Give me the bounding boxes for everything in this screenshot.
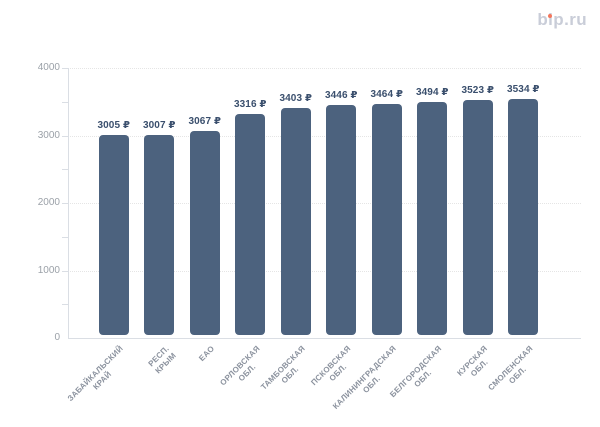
x-axis-category-label: ТАМБОВСКАЯ ОБЛ. xyxy=(259,344,308,392)
bip-logo[interactable]: bip.ru xyxy=(537,10,587,30)
y-axis-tick-label: 4000 xyxy=(37,62,60,73)
bar-value-label: 3464 ₽ xyxy=(370,89,404,100)
bar-slot: 3005 ₽ xyxy=(91,68,137,335)
bar-value-label: 3534 ₽ xyxy=(506,84,540,95)
gridline xyxy=(68,270,581,272)
bar[interactable] xyxy=(508,99,539,335)
bar[interactable] xyxy=(189,131,220,335)
bar[interactable] xyxy=(462,100,493,335)
x-axis-labels: ЗАБАЙКАЛЬСКИЙ КРАЙ РЕСП. КРЫМ ЕАО ОРЛОВСКАЯ… xyxy=(66,338,581,427)
bar-value-label: 3007 ₽ xyxy=(142,120,176,131)
axis-tick xyxy=(62,68,68,69)
bar[interactable] xyxy=(280,108,311,335)
x-axis-category-label: ЗАБАЙКАЛЬСКИЙ КРАЙ xyxy=(66,344,126,404)
bar-value-label: 3316 ₽ xyxy=(233,99,267,110)
gridline xyxy=(68,203,581,204)
bar-slot: 3403 ₽ xyxy=(273,68,319,335)
bar-slot: 3464 ₽ xyxy=(364,68,410,335)
bar-value-label: 3523 ₽ xyxy=(461,85,495,96)
bar-value-label: 3005 ₽ xyxy=(97,120,131,131)
logo-i-dot xyxy=(547,13,552,18)
bar-slot: 3446 ₽ xyxy=(319,68,365,335)
bar-value-label: 3494 ₽ xyxy=(415,87,449,98)
bar-value-label: 3067 ₽ xyxy=(188,116,222,127)
bar-slot: 3494 ₽ xyxy=(410,68,456,335)
y-axis-tick-label: 2000 xyxy=(37,197,60,208)
axis-tick xyxy=(62,304,68,306)
bar[interactable] xyxy=(371,104,402,335)
axis-tick xyxy=(62,101,68,103)
bar[interactable] xyxy=(326,105,357,335)
bar-slot: 3534 ₽ xyxy=(501,68,547,335)
x-axis-category-label: СМОЛЕНСКАЯ ОБЛ. xyxy=(486,344,535,393)
x-axis-category-label: РЕСП. КРЫМ xyxy=(146,344,178,376)
bar-slot: 3007 ₽ xyxy=(137,68,183,335)
bar-slot: 3067 ₽ xyxy=(182,68,228,335)
y-axis-tick-label: 1000 xyxy=(37,264,60,276)
y-axis-line xyxy=(68,68,69,338)
x-axis-category-label: ЕАО xyxy=(197,344,217,363)
bar-slot: 3316 ₽ xyxy=(228,68,274,335)
bars-row: 3005 ₽ 3007 ₽ 3067 ₽ 3316 ₽ 3403 ₽ 3446 ₽ 3464… xyxy=(91,68,546,335)
axis-tick xyxy=(62,169,68,171)
gridline xyxy=(68,68,581,69)
axis-tick xyxy=(62,203,68,204)
axis-tick xyxy=(62,270,68,272)
bar-value-label: 3446 ₽ xyxy=(324,90,358,101)
bar[interactable] xyxy=(235,114,266,335)
axis-tick xyxy=(62,236,68,238)
axis-tick xyxy=(62,135,68,137)
bar[interactable] xyxy=(417,102,448,335)
x-axis-line xyxy=(68,338,581,339)
gridline xyxy=(68,135,581,137)
x-axis-category-label: КУРСКАЯ ОБЛ. xyxy=(455,344,490,379)
y-axis-tick-label: 3000 xyxy=(37,129,60,141)
bar[interactable] xyxy=(144,135,175,335)
bar-value-label: 3403 ₽ xyxy=(279,93,313,104)
bar[interactable] xyxy=(98,135,129,335)
y-axis-tick-label: 0 xyxy=(54,332,60,343)
bar-slot: 3523 ₽ xyxy=(455,68,501,335)
